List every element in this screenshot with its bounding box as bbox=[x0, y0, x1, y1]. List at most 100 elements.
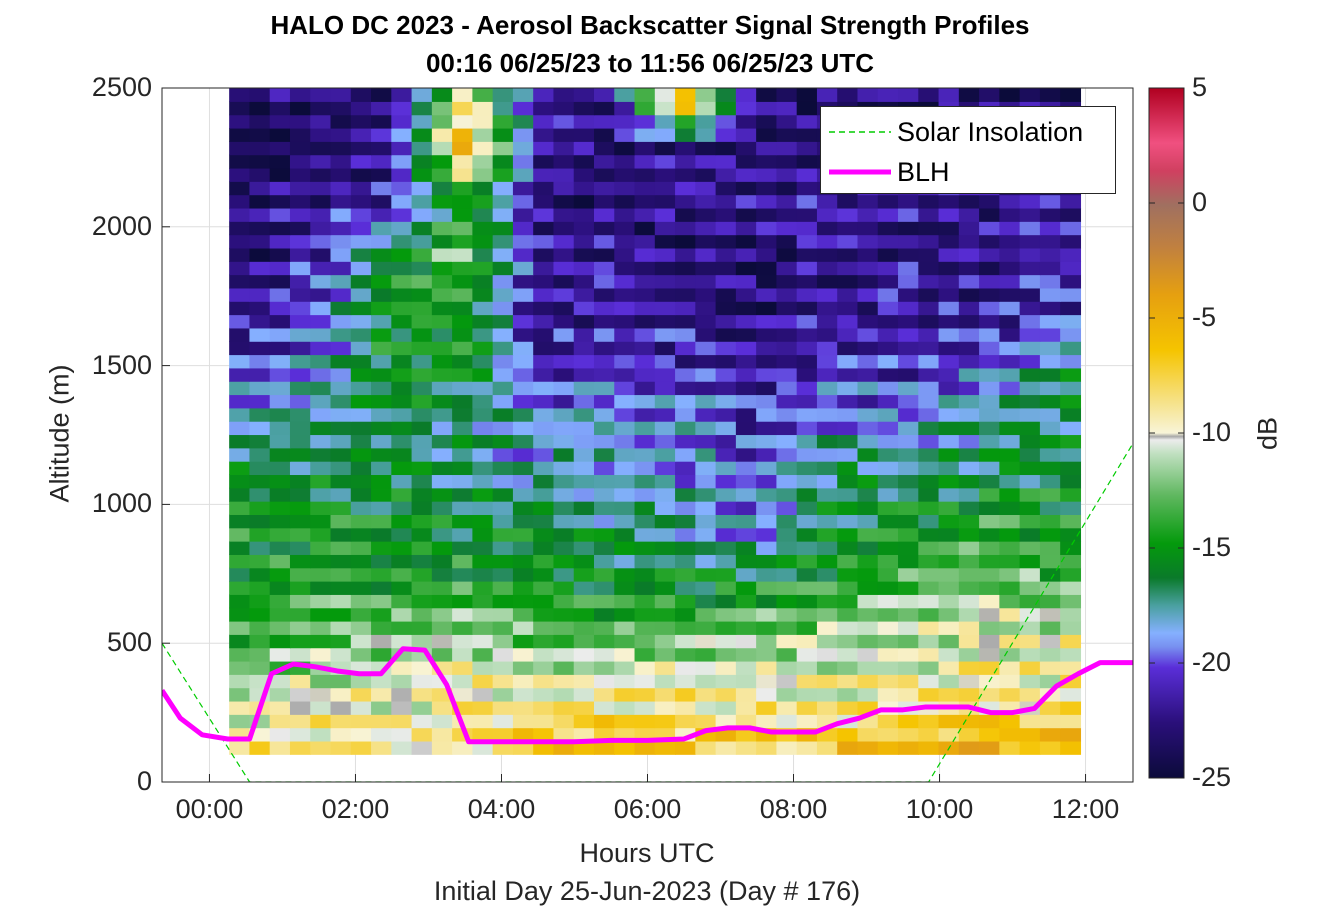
heatmap-cell bbox=[979, 687, 1000, 702]
footer-label: Initial Day 25-Jun-2023 (Day # 176) bbox=[433, 876, 861, 906]
heatmap-cell bbox=[796, 487, 818, 502]
heatmap-cell bbox=[735, 447, 757, 462]
heatmap-cell bbox=[837, 354, 859, 369]
heatmap-cell bbox=[877, 301, 899, 316]
heatmap-cell bbox=[614, 407, 636, 422]
heatmap-cell bbox=[533, 647, 555, 662]
heatmap-cell bbox=[877, 527, 899, 542]
heatmap-cell bbox=[269, 167, 291, 182]
heatmap-cell bbox=[350, 700, 372, 715]
heatmap-cell bbox=[877, 474, 899, 489]
heatmap-cell bbox=[593, 167, 615, 182]
heatmap-cell bbox=[431, 634, 453, 649]
heatmap-cell bbox=[350, 447, 372, 462]
heatmap-cell bbox=[1060, 354, 1082, 369]
heatmap-cell bbox=[472, 88, 494, 102]
heatmap-cell bbox=[472, 154, 494, 169]
heatmap-cell bbox=[371, 687, 392, 702]
heatmap-cell bbox=[269, 700, 291, 715]
heatmap-cell bbox=[999, 607, 1021, 622]
heatmap-cell bbox=[675, 194, 696, 209]
heatmap-cell bbox=[593, 407, 615, 422]
heatmap-cell bbox=[918, 527, 940, 542]
heatmap-cell bbox=[533, 554, 555, 569]
heatmap-cell bbox=[573, 487, 595, 502]
heatmap-cell bbox=[269, 501, 291, 515]
heatmap-cell bbox=[1039, 447, 1061, 462]
heatmap-cell bbox=[776, 714, 798, 729]
heatmap-cell bbox=[229, 554, 251, 569]
heatmap-cell bbox=[675, 207, 696, 222]
heatmap-cell bbox=[898, 607, 919, 622]
heatmap-cell bbox=[634, 327, 656, 342]
heatmap-cell bbox=[411, 527, 433, 542]
heatmap-cell bbox=[269, 101, 291, 116]
heatmap-cell bbox=[938, 607, 960, 622]
heatmap-cell bbox=[735, 514, 757, 529]
heatmap-cell bbox=[452, 341, 473, 356]
heatmap-cell bbox=[715, 554, 737, 569]
heatmap-cell bbox=[431, 301, 453, 316]
heatmap-cell bbox=[573, 674, 595, 689]
heatmap-cell bbox=[1039, 314, 1061, 329]
heatmap-cell bbox=[533, 501, 555, 515]
heatmap-cell bbox=[675, 554, 696, 569]
heatmap-cell bbox=[229, 674, 251, 689]
heatmap-cell bbox=[249, 194, 271, 209]
heatmap-cell bbox=[958, 301, 980, 316]
heatmap-cell bbox=[614, 554, 636, 569]
heatmap-cell bbox=[310, 727, 332, 742]
heatmap-cell bbox=[1019, 541, 1041, 555]
heatmap-cell bbox=[654, 740, 676, 755]
heatmap-cell bbox=[877, 514, 899, 529]
heatmap-cell bbox=[918, 421, 940, 436]
heatmap-cell bbox=[411, 381, 433, 396]
heatmap-cell bbox=[553, 527, 575, 542]
heatmap-cell bbox=[816, 367, 838, 382]
heatmap-cell bbox=[756, 101, 778, 116]
heatmap-cell bbox=[756, 234, 778, 249]
heatmap-cell bbox=[1060, 634, 1082, 649]
heatmap-cell bbox=[735, 487, 757, 502]
heatmap-cell bbox=[837, 434, 859, 449]
heatmap-cell bbox=[735, 194, 757, 209]
heatmap-cell bbox=[614, 660, 636, 675]
heatmap-cell bbox=[898, 461, 919, 476]
heatmap-cell bbox=[614, 434, 636, 449]
heatmap-cell bbox=[675, 354, 696, 369]
heatmap-cell bbox=[654, 634, 676, 649]
heatmap-cell bbox=[472, 581, 494, 595]
heatmap-cell bbox=[857, 474, 879, 489]
heatmap-cell bbox=[371, 474, 392, 489]
heatmap-cell bbox=[654, 367, 676, 382]
heatmap-cell bbox=[857, 634, 879, 649]
heatmap-cell bbox=[675, 407, 696, 422]
heatmap-cell bbox=[654, 88, 676, 102]
heatmap-cell bbox=[472, 341, 494, 356]
heatmap-cell bbox=[918, 567, 940, 582]
heatmap-cell bbox=[796, 607, 818, 622]
heatmap-cell bbox=[654, 194, 676, 209]
heatmap-cell bbox=[816, 341, 838, 356]
heatmap-cell bbox=[634, 154, 656, 169]
heatmap-cell bbox=[1039, 274, 1061, 289]
heatmap-cell bbox=[269, 301, 291, 316]
heatmap-cell bbox=[492, 527, 514, 542]
heatmap-cell bbox=[371, 541, 392, 555]
heatmap-cell bbox=[411, 461, 433, 476]
heatmap-cell bbox=[1019, 567, 1041, 582]
heatmap-cell bbox=[249, 234, 271, 249]
heatmap-cell bbox=[1019, 194, 1041, 209]
heatmap-cell bbox=[573, 167, 595, 182]
heatmap-cell bbox=[533, 221, 555, 236]
heatmap-cell bbox=[249, 527, 271, 542]
heatmap-cell bbox=[999, 567, 1021, 582]
heatmap-cell bbox=[512, 581, 534, 595]
heatmap-cell bbox=[816, 287, 838, 302]
heatmap-cell bbox=[614, 88, 636, 102]
heatmap-cell bbox=[1019, 407, 1041, 422]
heatmap-cell bbox=[310, 301, 332, 316]
heatmap-cell bbox=[330, 461, 352, 476]
heatmap-cell bbox=[837, 581, 859, 595]
heatmap-cell bbox=[796, 501, 818, 515]
